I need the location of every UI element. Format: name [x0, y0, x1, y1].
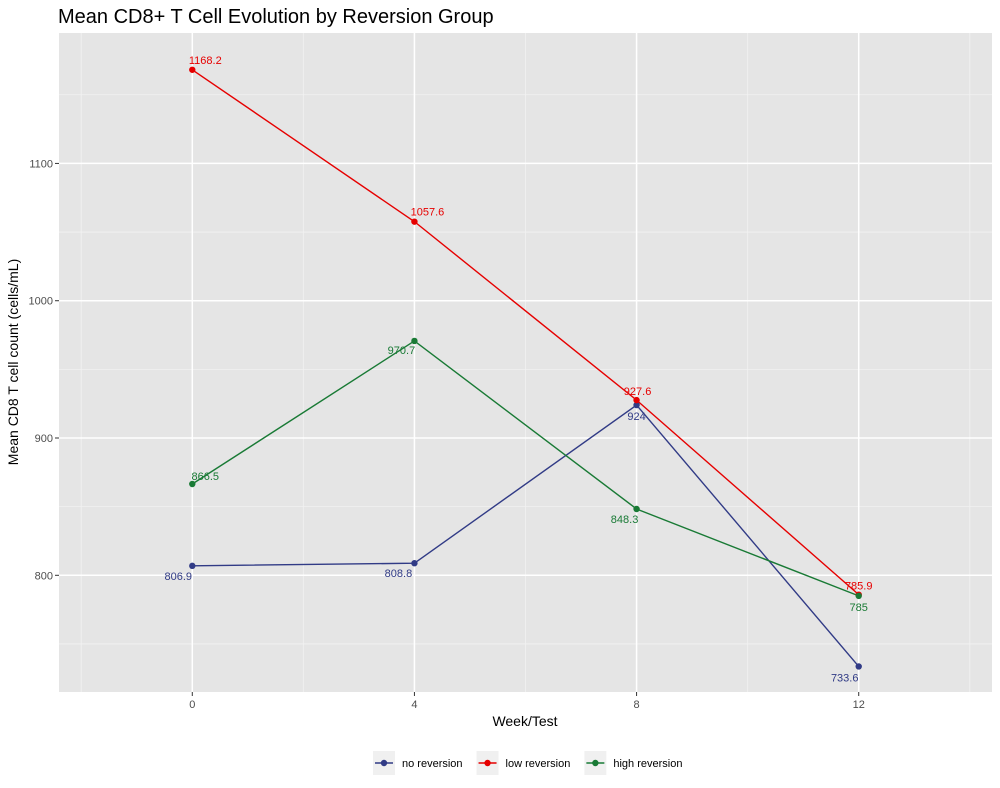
legend-key-point	[380, 759, 388, 767]
legend-item-no-reversion: no reversion	[373, 751, 463, 775]
x-tick-label: 8	[634, 699, 640, 711]
point-labels: 806.9 808.8 924 733.6 1168.2 1057.6 927.6 785.9…	[165, 55, 873, 685]
y-tick-label: 800	[35, 570, 53, 582]
y-axis-title: Mean CD8 T cell count (cells/mL)	[5, 259, 21, 465]
data-point-high-reversion	[855, 592, 862, 600]
legend: no reversion low reversion high reversion	[373, 751, 682, 775]
x-tick-label: 12	[853, 699, 865, 711]
data-point-low-reversion	[189, 66, 196, 73]
legend-label: no reversion	[402, 758, 463, 770]
legend-item-high-reversion: high reversion	[584, 751, 682, 775]
point-label-high-reversion: 848.3	[611, 514, 639, 526]
point-label-high-reversion: 970.7	[388, 345, 416, 357]
point-label-no-reversion: 808.8	[385, 568, 413, 580]
x-axis: 0 4 8 12	[189, 692, 865, 711]
y-axis: 800 900 1000 1100	[29, 158, 59, 582]
series-line-no-reversion	[192, 404, 860, 667]
legend-item-low-reversion: low reversion	[476, 751, 571, 775]
series-line-high-reversion	[191, 340, 859, 597]
legend-label: high reversion	[613, 758, 682, 770]
point-label-low-reversion: 1168.2	[189, 55, 222, 67]
x-tick-label: 0	[189, 699, 195, 711]
x-axis-title: Week/Test	[492, 713, 557, 729]
point-label-high-reversion: 785	[850, 602, 868, 614]
legend-key-point	[484, 759, 491, 767]
data-point-no-reversion	[855, 663, 862, 670]
data-point-no-reversion	[633, 401, 640, 409]
legend-key-point	[592, 759, 599, 767]
data-point-high-reversion	[189, 480, 196, 488]
series-lines	[191, 69, 860, 667]
point-label-low-reversion: 927.6	[624, 386, 652, 398]
point-label-no-reversion: 733.6	[831, 672, 859, 684]
data-point-high-reversion	[411, 337, 418, 345]
data-point-high-reversion	[633, 505, 640, 513]
point-label-no-reversion: 924	[627, 411, 645, 423]
y-tick-label: 900	[35, 433, 53, 445]
y-tick-label: 1000	[29, 296, 53, 308]
data-point-low-reversion	[633, 396, 640, 404]
minor-gridlines	[59, 33, 992, 692]
series-line-low-reversion	[191, 69, 860, 596]
x-tick-label: 4	[411, 699, 417, 711]
point-label-low-reversion: 1057.6	[411, 207, 445, 219]
legend-label: low reversion	[506, 758, 571, 770]
data-point-no-reversion	[189, 562, 196, 570]
y-tick-label: 1100	[29, 158, 53, 170]
data-point-low-reversion	[411, 218, 418, 225]
chart-title: Mean CD8+ T Cell Evolution by Reversion …	[58, 6, 494, 28]
point-label-high-reversion: 866.5	[192, 471, 220, 483]
series-points	[189, 66, 862, 670]
data-point-no-reversion	[411, 560, 418, 567]
point-label-no-reversion: 806.9	[165, 571, 193, 583]
point-label-low-reversion: 785.9	[845, 581, 873, 593]
